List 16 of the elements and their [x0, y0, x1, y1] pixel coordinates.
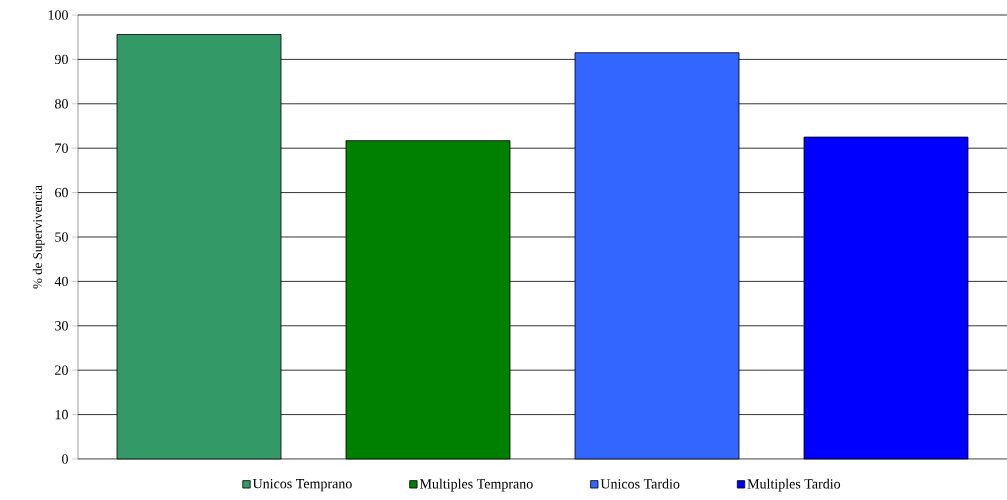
y-tick-label: 10 [55, 409, 68, 420]
y-tick-label: 90 [54, 54, 68, 65]
legend-label: Unicos Tardio [600, 478, 680, 489]
legend-label: Multiples Tardio [747, 478, 841, 492]
legend-label: Multiples Temprano [419, 478, 533, 492]
y-axis-title: % de Supervivencia [32, 185, 45, 289]
y-tick-label: 30 [55, 321, 68, 331]
legend-label: Unicos Temprano [252, 478, 352, 492]
y-tick-label: 70 [55, 143, 68, 153]
y-tick-label: 20 [55, 365, 68, 375]
y-tick-label: 80 [55, 99, 68, 109]
y-tick-label: 100 [48, 10, 68, 20]
y-tick-label: 60 [55, 187, 68, 198]
y-tick-label: 40 [54, 276, 68, 287]
y-tick-label: 50 [55, 232, 68, 242]
y-tick-label: 0 [62, 454, 68, 464]
